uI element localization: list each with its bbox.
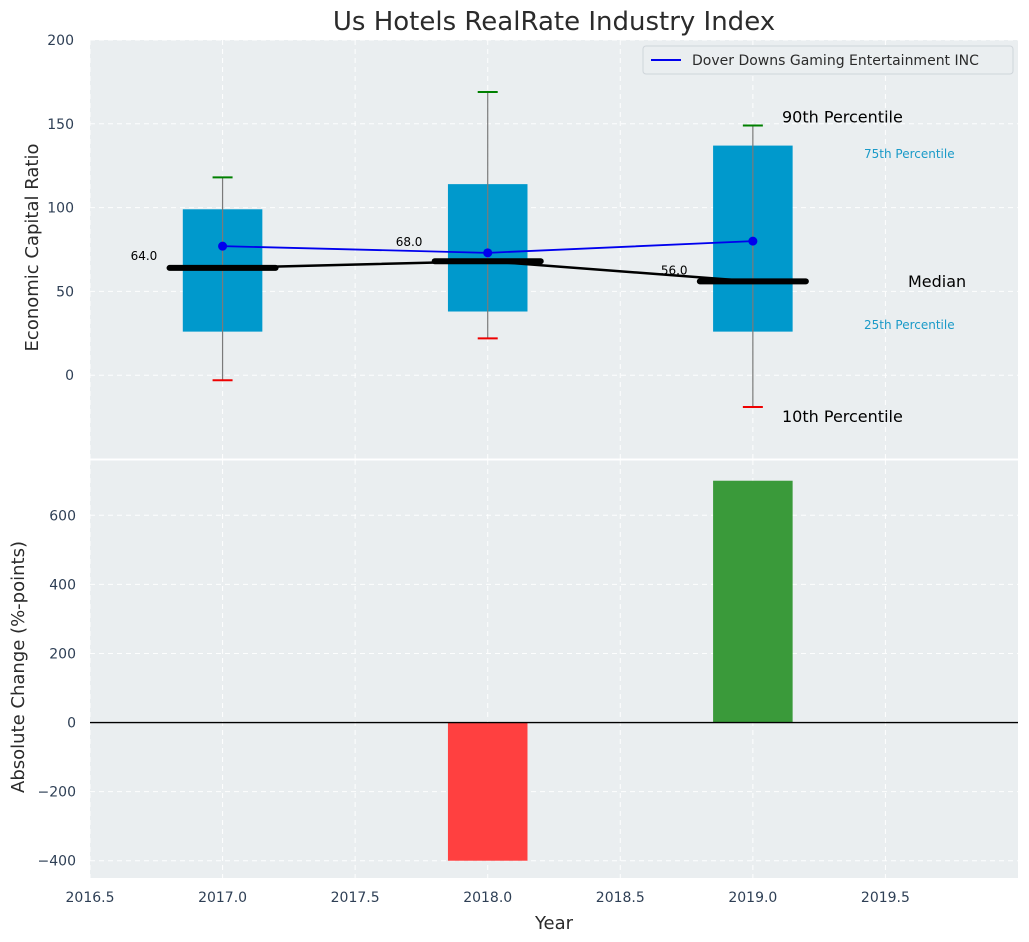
change-bar bbox=[447, 722, 528, 861]
p90-annotation: 90th Percentile bbox=[782, 107, 903, 126]
x-tick-label: 2019.0 bbox=[728, 890, 777, 906]
company-series-point bbox=[218, 241, 228, 251]
bottom-y-tick-label: 200 bbox=[49, 646, 76, 662]
top-y-tick-label: 100 bbox=[47, 201, 74, 217]
company-series-point bbox=[483, 248, 493, 258]
legend-box bbox=[642, 45, 1014, 75]
x-tick-label: 2016.5 bbox=[66, 890, 115, 906]
p75-annotation: 75th Percentile bbox=[864, 147, 955, 161]
bottom-y-tick-label: −200 bbox=[38, 785, 76, 801]
legend-entry-label: Dover Downs Gaming Entertainment INC bbox=[692, 53, 979, 69]
median-value-label: 64.0 bbox=[131, 249, 158, 263]
p25-annotation: 25th Percentile bbox=[864, 318, 955, 332]
top-y-tick-label: 0 bbox=[65, 368, 74, 384]
bottom-y-tick-label: 600 bbox=[49, 508, 76, 524]
top-y-tick-label: 150 bbox=[47, 117, 74, 133]
p10-annotation: 10th Percentile bbox=[782, 407, 903, 426]
top-y-tick-label: 50 bbox=[56, 284, 74, 300]
x-tick-label: 2017.5 bbox=[331, 890, 380, 906]
x-tick-label: 2018.0 bbox=[463, 890, 512, 906]
median-value-label: 68.0 bbox=[396, 235, 423, 249]
company-series-point bbox=[748, 236, 758, 246]
median-value-label: 56.0 bbox=[661, 263, 688, 277]
x-tick-label: 2018.5 bbox=[596, 890, 645, 906]
legend: Dover Downs Gaming Entertainment INC bbox=[642, 45, 1014, 75]
bottom-y-tick-label: 400 bbox=[49, 577, 76, 593]
x-axis-label: Year bbox=[534, 913, 574, 934]
change-bar bbox=[713, 480, 793, 723]
x-tick-label: 2019.5 bbox=[861, 890, 910, 906]
top-y-axis-label: Economic Capital Ratio bbox=[22, 144, 43, 352]
bottom-y-axis-label: Absolute Change (%-points) bbox=[8, 541, 29, 793]
bottom-y-tick-label: 0 bbox=[67, 716, 76, 732]
top-y-tick-label: 200 bbox=[47, 33, 74, 49]
x-tick-label: 2017.0 bbox=[198, 890, 247, 906]
chart-title: Us Hotels RealRate Industry Index bbox=[333, 7, 775, 37]
bottom-y-tick-label: −400 bbox=[38, 854, 76, 870]
bottom-panel-background bbox=[90, 460, 1018, 878]
median-annotation: Median bbox=[908, 272, 966, 291]
